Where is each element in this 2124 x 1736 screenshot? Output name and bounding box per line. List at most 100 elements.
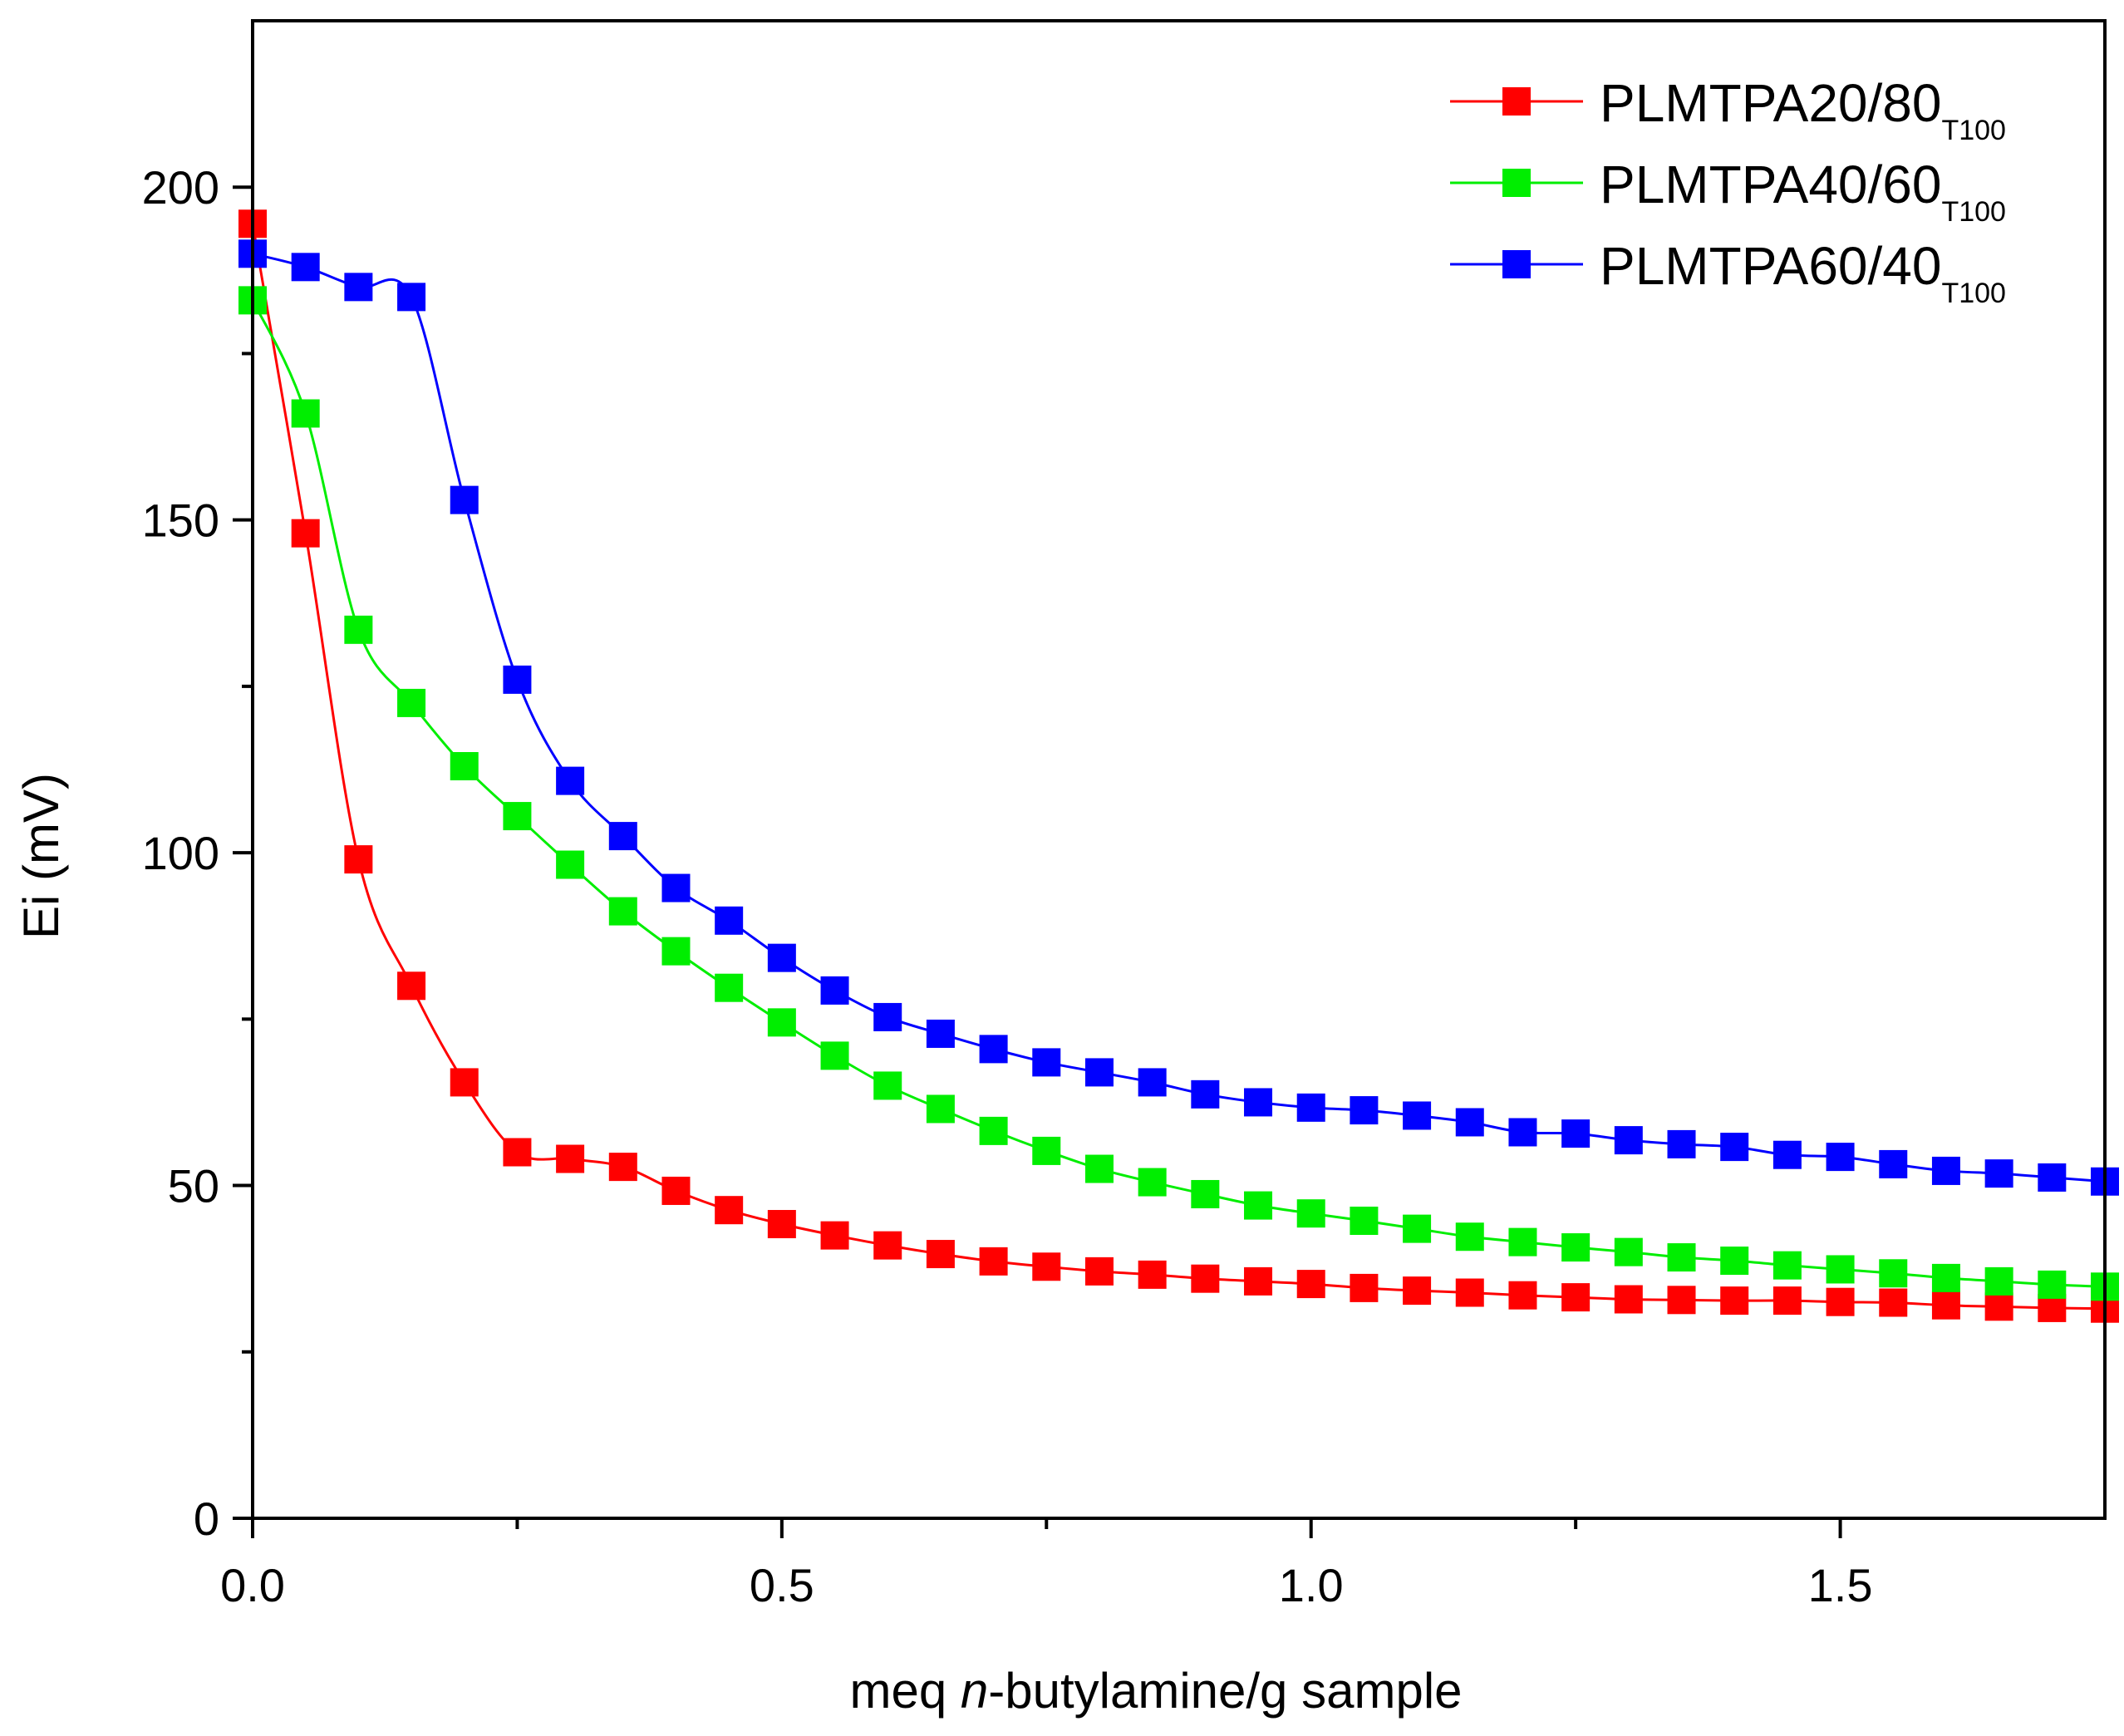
data-point (1403, 1101, 1432, 1130)
data-point (1561, 1233, 1591, 1262)
legend-marker (1502, 87, 1531, 116)
data-point (556, 1144, 585, 1173)
data-point (1720, 1133, 1749, 1162)
y-tick-label: 150 (142, 494, 219, 547)
data-point (1084, 1058, 1114, 1087)
data-point (1984, 1159, 2013, 1188)
data-point (1667, 1129, 1696, 1158)
data-point (2038, 1270, 2067, 1299)
data-point (767, 1210, 796, 1239)
legend: PLMTPA20/80T100PLMTPA40/60T100PLMTPA60/4… (1450, 73, 2006, 309)
data-point (1931, 1291, 1960, 1320)
data-point (1508, 1118, 1537, 1147)
data-point (450, 485, 479, 514)
data-point (1084, 1154, 1114, 1183)
data-point (1561, 1119, 1591, 1148)
legend-label-subscript: T100 (1941, 278, 2006, 309)
data-point (1032, 1252, 1061, 1281)
data-point (1879, 1288, 1908, 1317)
data-point (1296, 1270, 1325, 1299)
data-point (1931, 1263, 1960, 1292)
data-point (1720, 1247, 1749, 1276)
plot-frame (251, 19, 2107, 1520)
data-point (820, 1221, 849, 1250)
x-axis-title-italic: n (961, 1663, 988, 1719)
data-point (1403, 1214, 1432, 1243)
data-point (1455, 1222, 1484, 1252)
data-point (1032, 1048, 1061, 1077)
data-point (1244, 1088, 1273, 1117)
data-point (1191, 1264, 1220, 1293)
y-tick-label: 200 (142, 161, 219, 214)
x-tick-label: 0.0 (220, 1559, 285, 1611)
data-point (1084, 1257, 1114, 1286)
data-point (1984, 1266, 2013, 1296)
data-point (979, 1035, 1008, 1064)
x-axis-title-prefix: meq (849, 1663, 960, 1719)
data-point (661, 873, 691, 902)
y-tick-label: 50 (168, 1160, 219, 1212)
data-point (1350, 1096, 1379, 1125)
data-point (1138, 1260, 1167, 1289)
data-point (661, 937, 691, 966)
data-point (1772, 1140, 1802, 1169)
data-point (1191, 1179, 1220, 1208)
legend-label: PLMTPA20/80T100 (1600, 73, 2006, 146)
data-point (556, 766, 585, 795)
legend-label: PLMTPA60/40T100 (1600, 236, 2006, 309)
data-point (608, 897, 637, 926)
y-axis-title: Ei (mV) (13, 773, 69, 939)
x-axis-title: meq n-butylamine/g sample (849, 1663, 1462, 1719)
data-point (344, 273, 373, 302)
data-point (1879, 1149, 1908, 1178)
data-point (1244, 1191, 1273, 1220)
legend-label: PLMTPA40/60T100 (1600, 155, 2006, 228)
legend-label-main: PLMTPA60/40 (1600, 236, 1941, 296)
axis-ticks (233, 185, 1842, 1538)
data-point (1191, 1079, 1220, 1109)
data-point (1138, 1168, 1167, 1197)
legend-label-main: PLMTPA40/60 (1600, 155, 1941, 214)
data-point (873, 1002, 902, 1031)
data-point (1561, 1283, 1591, 1312)
data-point (1296, 1199, 1325, 1228)
x-tick-label: 0.5 (750, 1559, 814, 1611)
data-point (873, 1071, 902, 1100)
data-point (344, 615, 373, 644)
data-point (873, 1231, 902, 1260)
data-point (1455, 1278, 1484, 1307)
data-point (767, 1008, 796, 1037)
data-point (291, 253, 320, 282)
data-point (344, 845, 373, 874)
data-point (291, 399, 320, 428)
y-tick-label: 100 (142, 827, 219, 879)
data-point (1984, 1292, 2013, 1321)
data-point (556, 850, 585, 879)
data-point (979, 1116, 1008, 1145)
data-point (1772, 1251, 1802, 1280)
data-point (608, 822, 637, 851)
data-point (1350, 1207, 1379, 1236)
data-point (1032, 1136, 1061, 1165)
data-point (1403, 1276, 1432, 1306)
data-point (1826, 1287, 1855, 1316)
x-tick-label: 1.0 (1279, 1559, 1344, 1611)
legend-label-subscript: T100 (1941, 196, 2006, 228)
data-point (1826, 1255, 1855, 1284)
data-point (1667, 1286, 1696, 1315)
data-point (450, 751, 479, 780)
data-point (1931, 1156, 1960, 1185)
data-point (450, 1068, 479, 1097)
data-point (1296, 1093, 1325, 1122)
data-point (1826, 1143, 1855, 1172)
x-tick-label: 1.5 (1808, 1559, 1873, 1611)
series-markers (238, 209, 2119, 1323)
data-point (767, 943, 796, 972)
legend-marker (1502, 169, 1531, 197)
data-point (608, 1153, 637, 1182)
data-point (979, 1247, 1008, 1276)
data-point (1350, 1273, 1379, 1302)
data-point (503, 802, 532, 831)
data-point (291, 519, 320, 548)
